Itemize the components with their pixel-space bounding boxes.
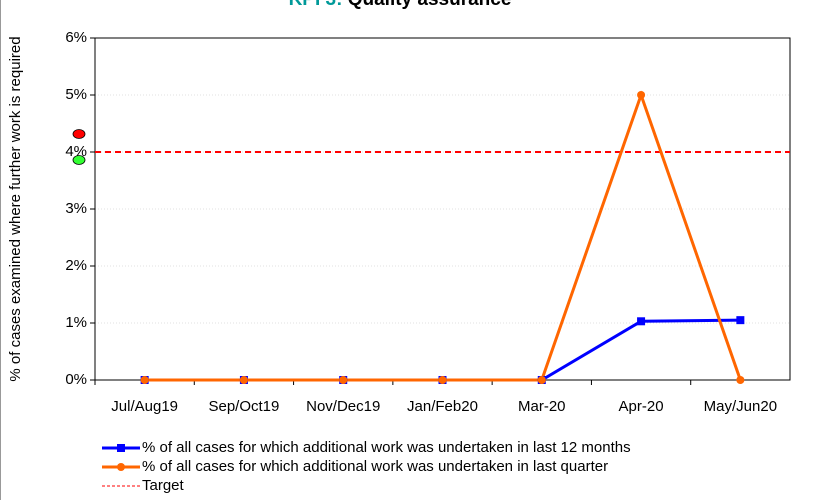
legend-label: % of all cases for which additional work…: [142, 439, 631, 456]
x-tick-label: Jul/Aug19: [111, 398, 178, 415]
status-green: [72, 155, 86, 165]
legend-marker: [117, 463, 125, 471]
y-tick-label: 6%: [65, 29, 87, 46]
x-tick-label: Apr-20: [619, 398, 664, 415]
y-tick-label: 0%: [65, 371, 87, 388]
marker: [537, 376, 546, 384]
x-tick-label: Sep/Oct19: [208, 398, 279, 415]
marker: [239, 376, 248, 384]
y-axis-label: % of cases examined where further work i…: [7, 36, 24, 381]
y-tick-label: 3%: [65, 200, 87, 217]
title-text: Quality assurance: [348, 0, 512, 10]
status-red: [72, 129, 86, 139]
legend-label: Target: [142, 477, 185, 494]
chart-title: KPI 3: Quality assurance: [289, 0, 512, 10]
marker: [637, 91, 646, 99]
x-tick-label: May/Jun20: [704, 398, 777, 415]
legend-label: % of all cases for which additional work…: [142, 458, 608, 475]
x-tick-label: Jan/Feb20: [407, 398, 478, 415]
title-prefix: KPI 3:: [289, 0, 343, 10]
y-tick-label: 4%: [65, 143, 87, 160]
marker: [438, 376, 447, 384]
y-tick-label: 2%: [65, 257, 87, 274]
x-tick-label: Nov/Dec19: [306, 398, 380, 415]
marker: [736, 376, 745, 384]
marker: [339, 376, 348, 384]
marker: [736, 316, 745, 325]
y-tick-label: 5%: [65, 86, 87, 103]
x-tick-label: Mar-20: [518, 398, 566, 415]
marker: [140, 376, 149, 384]
y-tick-label: 1%: [65, 314, 87, 331]
marker: [637, 317, 646, 326]
legend-marker: [117, 444, 125, 452]
